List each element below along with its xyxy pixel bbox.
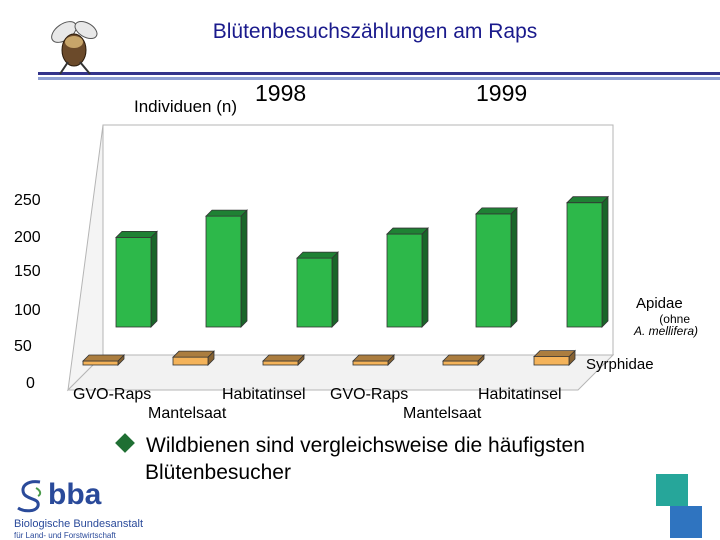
- series-label-syrphidae: Syrphidae: [586, 356, 654, 373]
- series-note-apidae-1: (ohne: [659, 312, 690, 326]
- y-axis-label: Individuen (n): [134, 97, 238, 116]
- bee-icon: [51, 20, 98, 75]
- bar-apidae: [566, 195, 609, 328]
- bar-apidae: [475, 206, 518, 328]
- y-tick-label: 150: [14, 263, 41, 280]
- x-category-label: GVO-Raps: [330, 386, 409, 403]
- chart-back-wall: [102, 124, 614, 356]
- x-category-label: Mantelsaat: [148, 405, 227, 422]
- group-label-1999: 1999: [476, 80, 528, 106]
- slide-title: Blütenbesuchszählungen am Raps: [212, 20, 538, 43]
- bar-apidae: [205, 209, 248, 328]
- y-tick-label: 0: [26, 375, 35, 392]
- x-category-label: Habitatinsel: [478, 386, 562, 403]
- bar-syrphidae: [442, 354, 485, 366]
- bar-apidae: [115, 230, 158, 328]
- bar-apidae: [296, 251, 339, 328]
- chart-side-wall: [67, 124, 104, 392]
- bar-syrphidae: [172, 350, 215, 366]
- bba-logo-icon: [17, 480, 42, 513]
- y-tick-label: 100: [14, 302, 41, 319]
- y-tick-label: 250: [14, 192, 41, 209]
- x-category-label: GVO-Raps: [73, 386, 152, 403]
- x-category-label: Habitatinsel: [222, 386, 306, 403]
- bullet-text-line1: Wildbienen sind vergleichsweise die häuf…: [146, 434, 585, 457]
- series-note-apidae-2: A. mellifera): [633, 324, 698, 338]
- series-label-apidae: Apidae: [636, 295, 683, 312]
- y-tick-label: 200: [14, 229, 41, 246]
- bar-syrphidae: [262, 354, 305, 366]
- accent-square-teal: [656, 474, 688, 506]
- title-rule-light: [38, 77, 720, 80]
- bar-syrphidae: [533, 349, 576, 366]
- x-category-label: Mantelsaat: [403, 405, 482, 422]
- y-tick-label: 50: [14, 338, 32, 355]
- diamond-bullet-icon: [115, 433, 135, 453]
- accent-square-blue: [670, 506, 702, 538]
- bar-apidae: [386, 227, 429, 328]
- logo-subtitle-small: für Land- und Forstwirtschaft: [14, 531, 116, 540]
- bar-syrphidae: [82, 354, 125, 366]
- bullet-point: Wildbienen sind vergleichsweise die häuf…: [115, 433, 585, 458]
- chart-floor: [66, 354, 615, 391]
- title-rule: [38, 72, 720, 75]
- group-label-1998: 1998: [255, 80, 307, 106]
- logo-wordmark: bba: [48, 478, 102, 511]
- bullet-text-line2: Blütenbesucher: [145, 461, 291, 484]
- bar-syrphidae: [352, 354, 395, 366]
- logo-subtitle: Biologische Bundesanstalt: [14, 518, 144, 530]
